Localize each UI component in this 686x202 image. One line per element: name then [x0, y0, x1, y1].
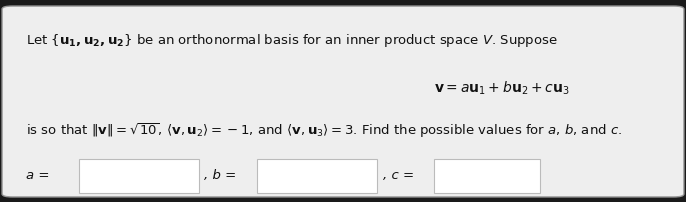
- Text: $\mathbf{v} = a\mathbf{u}_1 + b\mathbf{u}_2 + c\mathbf{u}_3$: $\mathbf{v} = a\mathbf{u}_1 + b\mathbf{u…: [434, 79, 569, 97]
- Text: , b =: , b =: [204, 169, 237, 182]
- FancyBboxPatch shape: [434, 159, 540, 193]
- FancyBboxPatch shape: [79, 159, 199, 193]
- FancyBboxPatch shape: [2, 6, 684, 197]
- Text: a =: a =: [26, 169, 49, 182]
- Text: is so that $\|\mathbf{v}\| = \sqrt{10}$, $\langle\mathbf{v}, \mathbf{u}_2\rangle: is so that $\|\mathbf{v}\| = \sqrt{10}$,…: [26, 121, 622, 140]
- FancyBboxPatch shape: [257, 159, 377, 193]
- Text: , c =: , c =: [383, 169, 414, 182]
- Text: Let $\{\mathbf{u_1, u_2, u_2}\}$ be an orthonormal basis for an inner product sp: Let $\{\mathbf{u_1, u_2, u_2}\}$ be an o…: [26, 32, 558, 49]
